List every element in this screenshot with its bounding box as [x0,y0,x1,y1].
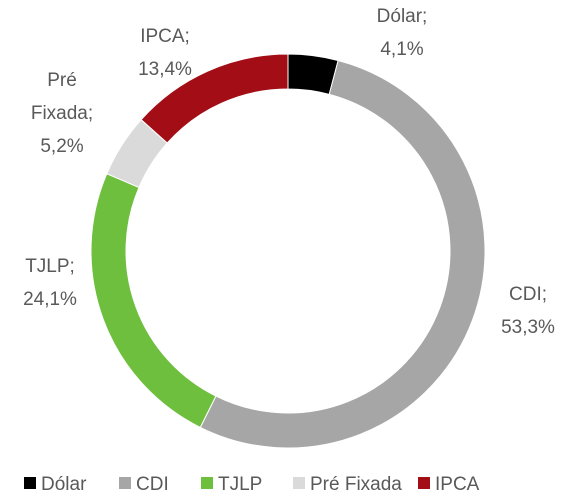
donut-slice [140,53,289,144]
data-label: Pré Fixada; 5,2% [31,70,93,157]
legend-label: CDI [136,474,169,495]
legend-swatch [24,477,36,489]
legend-label: TJLP [218,474,262,495]
legend-swatch [418,477,430,489]
data-label: Dólar; 4,1% [377,6,428,60]
donut-slice [199,59,486,449]
legend-label: Pré Fixada [310,474,402,495]
data-label: TJLP; 24,1% [23,256,77,310]
data-label: CDI; 53,3% [501,284,555,338]
donut-slice [90,173,217,429]
legend-label: Dólar [41,474,87,495]
legend-swatch [119,477,131,489]
legend-swatch [201,477,213,489]
data-label: IPCA; 13,4% [138,26,192,80]
legend-swatch [293,477,305,489]
legend-label: IPCA [435,474,480,495]
